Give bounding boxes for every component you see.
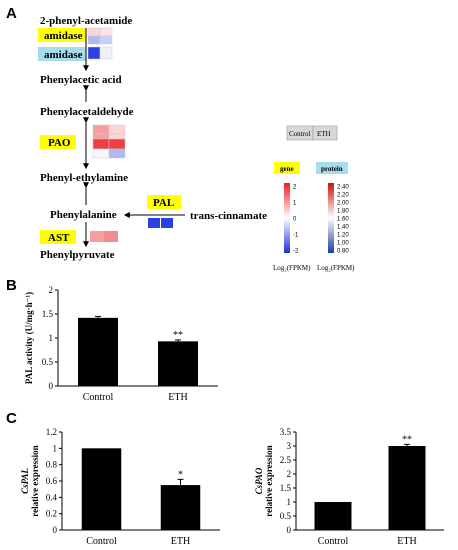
legend-gene-title: gene [280,165,294,173]
category-label: Control [83,392,114,403]
y-axis-label: PAL activity (U/mg·h⁻¹) [24,292,34,384]
compound-phenylacetic-acid: Phenylacetic acid [40,74,122,86]
category-label: Control [318,536,349,547]
enzyme-label-amidase-1 [38,28,86,42]
y-tick-label: 1 [287,497,292,507]
compound-phenylacetaldehyde: Phenylacetaldehyde [40,106,134,118]
legend-tick-label: 2.40 [337,185,349,191]
y-tick-label: 0.2 [46,509,57,519]
y-tick-label: 0 [287,525,292,535]
y-axis-label-gene: CsPAO [254,467,264,494]
compound-trans-cinnamate: trans-cinnamate [190,210,267,222]
y-tick-label: 1 [49,333,54,343]
legend-eth-label: ETH [317,130,331,138]
y-axis-label-rest: relative expression [264,445,274,516]
category-label: ETH [168,392,187,403]
y-tick-label: 0 [53,525,58,535]
legend-protein-title-bg [316,162,348,174]
enzyme-pal-text: PAL [153,197,174,209]
legend-protein-ticks: 2.40 2.20 2.00 1.80 1.60 1.40 1.20 1.00 0.80 [337,185,349,255]
chart-pal-activity: 0 0.5 1 1.5 2 Control ** ETH PAL activity (U/mg·… [24,285,218,403]
bar [388,446,426,530]
legend-protein-title: protein [321,165,343,173]
y-tick-label: 3.5 [280,427,292,437]
legend-tick-label: 1 [293,201,297,207]
enzyme-amidase-1-text: amidase [44,30,83,42]
y-tick-label: 1.2 [46,427,57,437]
y-tick-label: 0.6 [46,476,58,486]
legend-tick-label: 1.60 [337,217,349,223]
enzyme-pao-text: PAO [48,137,71,149]
legend-protein-colorbar [328,183,334,253]
legend-tick-label: -1 [293,233,299,239]
y-tick-label: 1.5 [280,483,292,493]
enzyme-label-ast [40,230,76,244]
significance-marker: ** [173,330,183,341]
enzyme-amidase-2-text: amidase [44,49,83,61]
ast-heatmap [90,231,118,242]
compound-2-phenyl-acetamide: 2-phenyl-acetamide [40,15,132,27]
y-tick-label: 1.5 [42,309,54,319]
y-tick-label: 2 [49,285,54,295]
legend-tick-label: -2 [293,249,299,255]
panel-label-b: B [6,277,17,294]
y-tick-label: 0.8 [46,460,58,470]
legend-protein-axis-label: Log₂(FPKM) [317,264,355,272]
bar [78,317,118,386]
legend-sample-box: Control ETH [286,125,338,141]
panel-label-a: A [6,5,17,22]
pal-heatmap [148,218,173,228]
legend-control-label: Control [289,130,310,138]
significance-marker: * [178,469,183,480]
legend-gene-ticks: 2 1 0 -1 -2 [293,185,299,255]
y-tick-label: 0.5 [280,511,292,521]
chart-cspao-expression: 0 0.5 1 1.5 2 2.5 3 3.5 Control ** ETH CsPAO relativ… [254,427,444,547]
pao-heatmap [92,124,126,159]
enzyme-label-pao [40,135,76,149]
category-label: ETH [397,536,416,547]
y-axis-label-gene: CsPAL [20,468,30,494]
category-label: ETH [171,536,190,547]
significance-marker: ** [402,434,412,445]
legend-tick-label: 0 [293,217,297,223]
chart-cspal-expression: 0 0.2 0.4 0.6 0.8 1 1.2 Control * ETH CsPAL relativ… [20,427,220,547]
compound-phenyl-ethylamine: Phenyl-ethylamine [40,172,128,184]
legend-tick-label: 1.80 [337,209,349,215]
category-label: Control [86,536,117,547]
y-axis-label-rest: relative expression [30,445,40,516]
y-tick-label: 0.5 [42,357,54,367]
bar [160,485,201,530]
panel-label-c: C [6,410,17,427]
legend-tick-label: 1.40 [337,225,349,231]
compound-phenylpyruvate: Phenylpyruvate [40,249,115,261]
bar [314,502,352,530]
y-tick-label: 3 [287,441,292,451]
legend-tick-label: 1.20 [337,233,349,239]
y-tick-label: 2.5 [280,455,292,465]
legend-tick-label: 2.00 [337,201,349,207]
enzyme-label-pal [147,195,181,209]
y-tick-label: 0 [49,381,54,391]
bar [158,341,198,386]
bar [81,448,122,530]
legend-tick-label: 1.00 [337,241,349,247]
legend-tick-label: 2 [293,185,297,191]
enzyme-label-amidase-2 [38,47,86,61]
y-tick-label: 1 [53,443,58,453]
compound-phenylalanine: Phenylalanine [50,209,117,221]
legend-tick-label: 2.20 [337,193,349,199]
legend-gene-title-bg [274,162,300,174]
y-tick-label: 0.4 [46,492,58,502]
legend-gene-axis-label: Log₂(FPKM) [273,264,311,272]
legend-tick-label: 0.80 [337,249,349,255]
enzyme-ast-text: AST [48,232,70,244]
legend-gene-colorbar [284,183,290,253]
amidase-heatmap [87,27,113,60]
y-tick-label: 2 [287,469,292,479]
